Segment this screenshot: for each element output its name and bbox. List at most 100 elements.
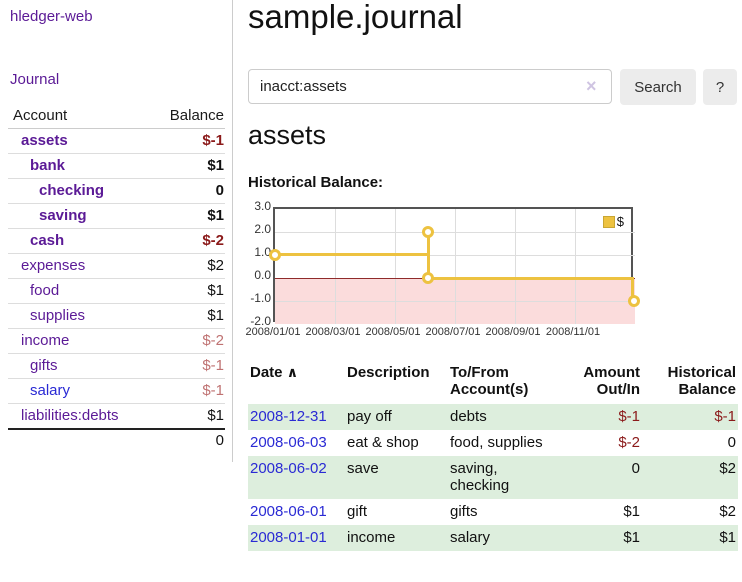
data-point-marker xyxy=(422,226,434,238)
account-row: bank $1 xyxy=(8,153,225,179)
series-line-segment xyxy=(427,231,430,280)
account-balance: $-1 xyxy=(148,128,225,154)
account-link-salary[interactable]: salary xyxy=(30,382,71,399)
register-row[interactable]: 2008-01-01 income salary $1 $1 xyxy=(248,525,738,551)
account-link-food[interactable]: food xyxy=(30,282,60,299)
transaction-amount: $-1 xyxy=(618,408,640,425)
app-title-link[interactable]: hledger-web xyxy=(10,8,93,25)
account-link-assets[interactable]: assets xyxy=(21,132,68,149)
search-input[interactable] xyxy=(248,69,612,104)
series-line-segment xyxy=(427,277,634,280)
transaction-description: eat & shop xyxy=(347,434,419,451)
accounts-total-row: 0 xyxy=(8,429,225,453)
chart-plot-area: $ xyxy=(269,207,640,324)
chart-legend: $ xyxy=(600,213,626,230)
legend-swatch xyxy=(602,215,615,228)
search-button[interactable]: Search xyxy=(620,69,696,105)
gridline xyxy=(335,209,336,324)
register-header-balance: Historical Balance xyxy=(667,364,736,398)
account-row: income $-2 xyxy=(8,328,225,354)
transaction-date-link[interactable]: 2008-06-01 xyxy=(250,503,327,520)
transaction-description: save xyxy=(347,460,379,477)
transaction-balance: $1 xyxy=(719,529,736,546)
transaction-balance: $2 xyxy=(719,460,736,477)
x-tick-label: 2008/11/01 xyxy=(545,326,601,338)
transaction-description: gift xyxy=(347,503,368,520)
account-balance: $-2 xyxy=(148,228,225,254)
account-balance: 0 xyxy=(148,178,225,204)
account-link-bank[interactable]: bank xyxy=(30,157,66,174)
help-button[interactable]: ? xyxy=(703,69,737,105)
account-balance: $1 xyxy=(148,303,225,329)
account-heading: assets xyxy=(248,120,327,150)
x-tick-label: 2008/01/01 xyxy=(245,326,301,338)
historical-balance-chart: 3.0 2.0 1.0 0.0 -1.0 -2.0 xyxy=(245,199,742,342)
transaction-accounts: salary xyxy=(450,529,491,546)
account-link-cash[interactable]: cash xyxy=(30,232,65,249)
account-balance: $-2 xyxy=(148,328,225,354)
y-tick-label: 1.0 xyxy=(254,245,271,259)
register-row[interactable]: 2008-06-03 eat & shop food, supplies $-2… xyxy=(248,430,738,456)
accounts-header-balance: Balance xyxy=(148,104,225,129)
account-link-gifts[interactable]: gifts xyxy=(30,357,58,374)
account-row: gifts $-1 xyxy=(8,353,225,379)
register-header-accounts: To/From Account(s) xyxy=(450,364,529,398)
account-row: expenses $2 xyxy=(8,253,225,279)
account-balance: $1 xyxy=(148,403,225,430)
transaction-accounts: gifts xyxy=(450,503,478,520)
y-tick-label: 3.0 xyxy=(254,199,271,213)
transaction-description: income xyxy=(347,529,396,546)
transaction-date-link[interactable]: 2008-06-02 xyxy=(250,460,327,477)
transaction-balance: $-1 xyxy=(714,408,736,425)
account-link-saving[interactable]: saving xyxy=(39,207,87,224)
x-tick-label: 2008/03/01 xyxy=(305,326,361,338)
chart-title: Historical Balance: xyxy=(248,174,384,191)
account-row: salary $-1 xyxy=(8,378,225,404)
account-link-supplies[interactable]: supplies xyxy=(30,307,86,324)
y-tick-label: 0.0 xyxy=(254,268,271,282)
account-balance: $1 xyxy=(148,278,225,304)
data-point-marker xyxy=(422,272,434,284)
transaction-date-link[interactable]: 2008-01-01 xyxy=(250,529,327,546)
transaction-amount: $1 xyxy=(623,529,640,546)
transaction-amount: $-2 xyxy=(618,434,640,451)
account-link-expenses[interactable]: expenses xyxy=(21,257,86,274)
register-table: Date ∧ Description To/From Account(s) Am… xyxy=(248,360,738,551)
account-row: assets $-1 xyxy=(8,128,225,154)
account-row: cash $-2 xyxy=(8,228,225,254)
gridline xyxy=(455,209,456,324)
transaction-balance: 0 xyxy=(727,434,736,451)
sidebar-item-journal[interactable]: Journal xyxy=(10,71,60,88)
register-header-row: Date ∧ Description To/From Account(s) Am… xyxy=(248,360,738,404)
account-row: liabilities:debts $1 xyxy=(8,403,225,430)
page-title: sample.journal xyxy=(248,0,463,35)
register-row[interactable]: 2008-12-31 pay off debts $-1 $-1 xyxy=(248,404,738,430)
account-link-income[interactable]: income xyxy=(21,332,70,349)
accounts-balance-table: Account Balance assets $-1 bank $1 check… xyxy=(8,104,225,453)
series-line-segment xyxy=(631,277,634,302)
clear-search-icon[interactable]: × xyxy=(586,76,597,96)
series-line-segment xyxy=(275,253,430,256)
y-tick-label: -1.0 xyxy=(250,291,271,305)
transaction-description: pay off xyxy=(347,408,392,425)
x-tick-label: 2008/09/01 xyxy=(485,326,541,338)
account-link-liabilities-debts[interactable]: liabilities:debts xyxy=(21,407,119,424)
transaction-accounts: debts xyxy=(450,408,487,425)
account-balance: $2 xyxy=(148,253,225,279)
register-row[interactable]: 2008-06-02 save saving, checking 0 $2 xyxy=(248,456,738,499)
register-row[interactable]: 2008-06-01 gift gifts $1 $2 xyxy=(248,499,738,525)
register-header-amount: Amount Out/In xyxy=(583,364,640,398)
transaction-date-link[interactable]: 2008-06-03 xyxy=(250,434,327,451)
account-row: supplies $1 xyxy=(8,303,225,329)
y-tick-label: 2.0 xyxy=(254,222,271,236)
transaction-date-link[interactable]: 2008-12-31 xyxy=(250,408,327,425)
account-link-checking[interactable]: checking xyxy=(39,182,105,199)
sidebar: hledger-web Journal Account Balance asse… xyxy=(0,0,233,462)
data-point-marker xyxy=(628,295,640,307)
sort-ascending-icon: ∧ xyxy=(286,364,299,380)
main-content: sample.journal × Search ? assets Histori… xyxy=(245,0,742,582)
register-header-date[interactable]: Date ∧ xyxy=(248,360,345,404)
account-balance: $-1 xyxy=(148,353,225,379)
date-header-label: Date xyxy=(250,364,283,381)
